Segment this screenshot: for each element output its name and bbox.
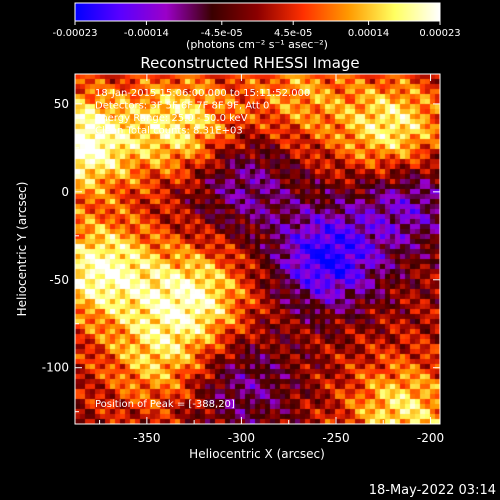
plot-frame [74, 73, 441, 425]
chart-title: Reconstructed RHESSI Image [140, 54, 359, 72]
annotation-line: Clean Total counts: 8.31E+03 [95, 126, 243, 137]
colorbar-tick-label: -0.00023 [53, 28, 98, 39]
heatmap-image [75, 74, 440, 424]
colorbar-tick-label: 0.00023 [419, 28, 460, 39]
colorbar-tick-label: -4.5e-05 [201, 28, 243, 39]
colorbar-tick-label: 4.5e-05 [274, 28, 312, 39]
x-tick-label: -200 [417, 431, 444, 445]
timestamp: 18-May-2022 03:14 [369, 483, 496, 498]
annotation-line: 18-Jan-2015 15:06:00.000 to 15:11:52.000 [95, 88, 310, 99]
y-tick-label: 0 [61, 185, 69, 199]
peak-label: Position of Peak = [-388,20] [95, 399, 235, 410]
colorbar-ticks: -0.00023 -0.00014 -4.5e-05 4.5e-05 0.00014 0.… [53, 21, 461, 39]
y-axis-label: Heliocentric Y (arcsec) [15, 182, 29, 317]
annotations: 18-Jan-2015 15:06:00.000 to 15:11:52.000… [95, 88, 310, 137]
y-tick-label: -50 [49, 273, 69, 287]
y-tick-label: -100 [42, 361, 69, 375]
x-tick-label: -250 [322, 431, 349, 445]
y-tick-label: 50 [54, 97, 69, 111]
annotation-line: Detectors: 3F 5F 6F 7F 8F 9F, Att 0 [95, 101, 269, 112]
colorbar: -0.00023 -0.00014 -4.5e-05 4.5e-05 0.00014 0.… [53, 2, 461, 51]
annotation-line: Energy Range: 25.0 - 50.0 keV [95, 113, 248, 124]
colorbar-tick-label: 0.00014 [348, 28, 389, 39]
colorbar-units-label: (photons cm⁻² s⁻¹ asec⁻²) [186, 38, 328, 51]
x-tick-label: -350 [133, 431, 160, 445]
colorbar-tick-label: -0.00014 [124, 28, 169, 39]
axis-ticks: -350 -300 -250 -200 50 0 -50 -100 [42, 74, 444, 445]
colorbar-gradient [74, 2, 441, 22]
x-tick-label: -300 [228, 431, 255, 445]
plot-area: 18-Jan-2015 15:06:00.000 to 15:11:52.000… [42, 73, 444, 445]
x-axis-label: Heliocentric X (arcsec) [189, 447, 325, 461]
